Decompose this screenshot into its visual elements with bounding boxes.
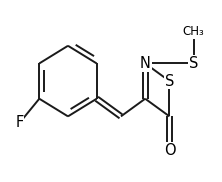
Text: O: O — [164, 143, 175, 158]
Text: N: N — [140, 56, 151, 71]
Text: F: F — [15, 116, 24, 130]
Text: CH₃: CH₃ — [183, 25, 205, 38]
Text: S: S — [189, 56, 198, 71]
Text: S: S — [165, 74, 174, 89]
